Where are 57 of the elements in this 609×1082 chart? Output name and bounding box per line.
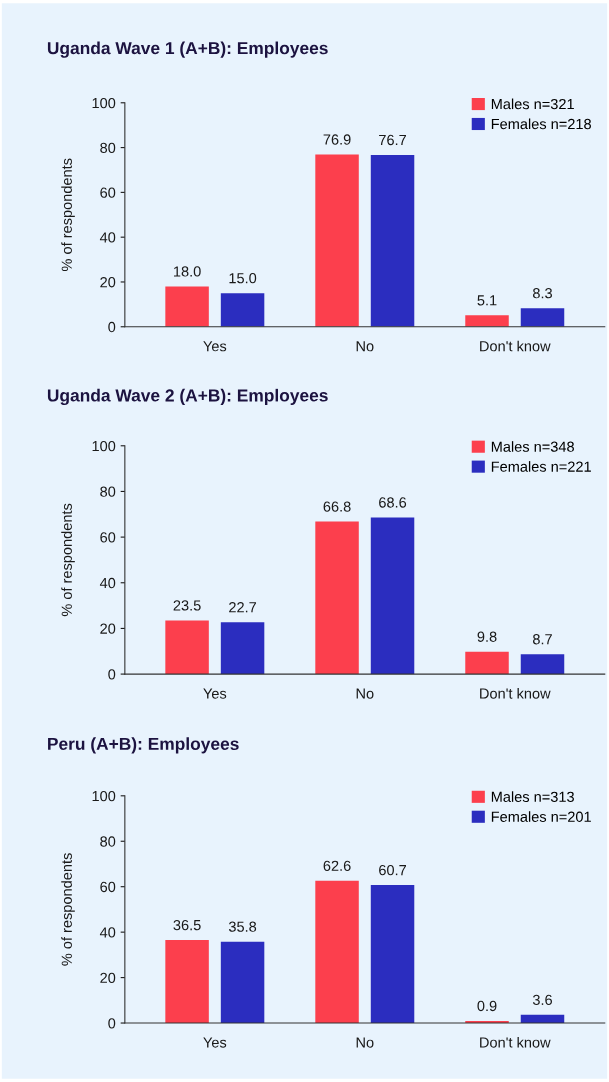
x-tick-label: Yes: [203, 1037, 227, 1048]
chart-title: Peru (A+B): Employees: [48, 737, 239, 754]
data-label: 15.0: [229, 273, 257, 284]
y-tick-label: 100: [92, 97, 116, 109]
legend-label: Males n=348: [491, 441, 574, 452]
legend-label: Females n=218: [491, 118, 591, 130]
legend-label: Females n=221: [491, 461, 591, 472]
x-tick-label: No: [356, 1037, 374, 1048]
x-tick-label: No: [356, 688, 374, 699]
y-tick-label: 80: [100, 142, 116, 154]
x-tick-label: Don't know: [480, 1036, 551, 1048]
data-label: 35.8: [228, 921, 257, 932]
legend-label: Males n=321: [491, 98, 574, 110]
data-label: 0.9: [477, 1000, 497, 1012]
y-tick-label: 100: [92, 440, 116, 452]
chart-title: Uganda Wave 1 (A+B): Employees: [47, 41, 328, 58]
data-label: 8.7: [533, 634, 552, 645]
data-label: 62.6: [323, 860, 351, 871]
y-tick-label: 0: [108, 321, 116, 333]
data-label: 60.7: [379, 864, 406, 876]
y-tick-label: 60: [100, 881, 116, 893]
x-tick-label: Don't know: [480, 340, 551, 352]
data-label: 18.0: [174, 266, 201, 277]
data-label: 36.5: [173, 919, 201, 931]
x-tick-label: No: [356, 341, 374, 352]
y-tick-label: 20: [100, 277, 116, 288]
y-axis-title: % of respondents: [61, 853, 75, 966]
y-tick-label: 20: [100, 623, 116, 634]
y-tick-label: 40: [99, 577, 116, 589]
y-tick-label: 40: [99, 927, 116, 938]
y-tick-label: 60: [100, 532, 116, 543]
y-tick-label: 0: [108, 1018, 116, 1029]
data-label: 76.7: [379, 134, 406, 146]
y-tick-label: 80: [100, 486, 116, 497]
data-label: 76.9: [323, 134, 351, 145]
x-tick-label: Yes: [203, 341, 227, 352]
x-tick-label: Yes: [203, 688, 227, 699]
y-tick-label: 20: [100, 972, 116, 984]
y-tick-label: 100: [92, 790, 116, 802]
x-tick-label: Don't know: [480, 687, 551, 699]
y-tick-label: 40: [99, 232, 116, 243]
y-tick-label: 60: [100, 187, 116, 198]
data-label: 3.6: [532, 994, 552, 1006]
legend-label: Males n=313: [491, 791, 574, 802]
legend-label: Females n=201: [491, 811, 591, 822]
y-tick-label: 80: [100, 836, 116, 847]
data-label: 5.1: [477, 295, 497, 306]
data-label: 9.8: [477, 631, 497, 642]
data-label: 22.7: [229, 602, 257, 613]
chart-title: Uganda Wave 2 (A+B): Employees: [47, 388, 328, 406]
data-label: 66.8: [323, 501, 351, 512]
y-tick-label: 0: [108, 669, 116, 680]
data-label: 23.5: [173, 600, 201, 611]
data-label: 68.6: [379, 497, 407, 508]
data-label: 8.3: [533, 288, 552, 299]
y-axis-title: % of respondents: [61, 158, 75, 271]
y-axis-title: % of respondents: [61, 503, 75, 617]
